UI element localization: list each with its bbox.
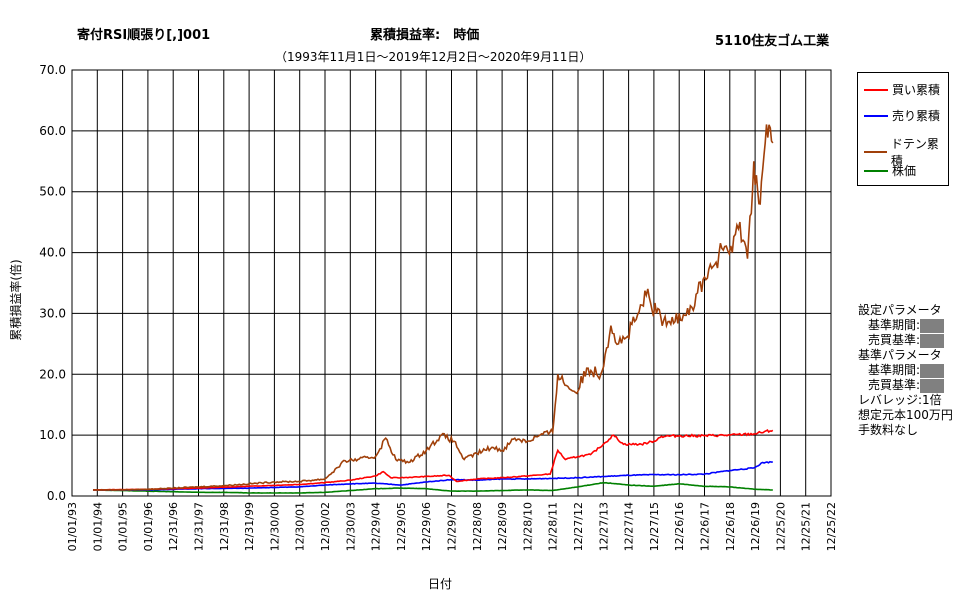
y-tick-label: 10.0 — [39, 428, 66, 442]
redacted-value — [920, 334, 944, 348]
trade-criterion-label-1: 売買基準: — [868, 333, 920, 347]
capital-text: 想定元本100万円 — [858, 408, 953, 423]
trade-criterion-label-2: 売買基準: — [868, 378, 920, 392]
legend-label-sell: 売り累積 — [892, 107, 940, 124]
x-tick-label: 12/27/12 — [572, 502, 585, 551]
base-period-label-2: 基準期間: — [868, 363, 920, 377]
x-tick-label: 12/30/03 — [344, 502, 357, 551]
x-tick-label: 12/31/97 — [193, 502, 206, 551]
legend-item-stock: 株価 — [864, 162, 916, 179]
y-tick-label: 40.0 — [39, 246, 66, 260]
y-tick-label: 70.0 — [39, 63, 66, 77]
y-axis-ticks: 0.0 10.0 20.0 30.0 40.0 50.0 60.0 70.0 — [39, 63, 66, 503]
x-tick-label: 12/31/99 — [243, 502, 256, 551]
x-tick-label: 12/27/15 — [648, 502, 661, 551]
x-tick-label: 12/29/04 — [370, 502, 383, 551]
y-tick-label: 0.0 — [47, 489, 66, 503]
x-tick-label: 01/01/96 — [142, 502, 155, 551]
x-tick-label: 12/30/02 — [319, 502, 332, 551]
x-tick-label: 12/25/20 — [774, 502, 787, 551]
x-tick-label: 12/27/14 — [623, 502, 636, 551]
legend-label-stock: 株価 — [892, 162, 916, 179]
x-tick-label: 12/28/08 — [471, 502, 484, 551]
base-params-heading: 基準パラメータ — [858, 348, 953, 363]
side-panel: 設定パラメータ 基準期間: 売買基準: 基準パラメータ 基準期間: 売買基準: … — [858, 303, 953, 438]
legend-label-buy: 買い累積 — [892, 81, 940, 98]
legend-swatch-doten — [864, 151, 887, 153]
trade-criterion-row-2: 売買基準: — [858, 378, 953, 393]
base-period-row-1: 基準期間: — [858, 318, 953, 333]
x-axis-label: 日付 — [428, 577, 452, 591]
x-tick-label: 01/01/94 — [91, 502, 104, 551]
x-tick-label: 12/30/01 — [294, 502, 307, 551]
x-tick-label: 12/28/10 — [521, 502, 534, 551]
x-tick-label: 12/26/17 — [699, 502, 712, 551]
x-tick-label: 12/25/21 — [800, 502, 813, 551]
x-tick-label: 01/01/93 — [66, 502, 79, 551]
base-period-label-1: 基準期間: — [868, 318, 920, 332]
x-tick-label: 01/01/95 — [117, 502, 130, 551]
y-tick-label: 60.0 — [39, 124, 66, 138]
setting-params-heading: 設定パラメータ — [858, 303, 953, 318]
x-axis-ticks: 01/01/93 01/01/94 01/01/95 01/01/96 12/31/96… — [66, 502, 838, 551]
x-tick-label: 12/26/16 — [673, 502, 686, 551]
x-tick-label: 12/28/11 — [547, 502, 560, 551]
redacted-value — [920, 379, 944, 393]
legend-swatch-buy — [864, 89, 888, 91]
y-axis-label: 累積損益率(倍) — [8, 259, 23, 340]
fee-text: 手数料なし — [858, 423, 953, 438]
x-tick-label: 12/28/09 — [496, 502, 509, 551]
x-tick-label: 12/25/22 — [825, 502, 838, 551]
x-tick-label: 12/27/13 — [597, 502, 610, 551]
x-tick-label: 12/31/96 — [167, 502, 180, 551]
trade-criterion-row-1: 売買基準: — [858, 333, 953, 348]
y-tick-label: 30.0 — [39, 306, 66, 320]
x-tick-label: 12/29/06 — [420, 502, 433, 551]
x-tick-label: 12/29/05 — [395, 502, 408, 551]
y-tick-label: 20.0 — [39, 367, 66, 381]
redacted-value — [920, 364, 944, 378]
redacted-value — [920, 319, 944, 333]
y-tick-label: 50.0 — [39, 185, 66, 199]
base-period-row-2: 基準期間: — [858, 363, 953, 378]
legend-swatch-stock — [864, 170, 888, 172]
leverage-text: レバレッジ:1倍 — [858, 393, 953, 408]
legend-item-sell: 売り累積 — [864, 107, 940, 124]
x-tick-label: 12/26/18 — [724, 502, 737, 551]
x-tick-label: 12/30/00 — [268, 502, 281, 551]
legend: 買い累積 売り累積 ドテン累積 株価 — [857, 72, 949, 186]
legend-item-buy: 買い累積 — [864, 81, 940, 98]
x-tick-label: 12/31/98 — [218, 502, 231, 551]
x-tick-label: 12/29/07 — [446, 502, 459, 551]
legend-swatch-sell — [864, 115, 888, 117]
x-tick-label: 12/26/19 — [749, 502, 762, 551]
